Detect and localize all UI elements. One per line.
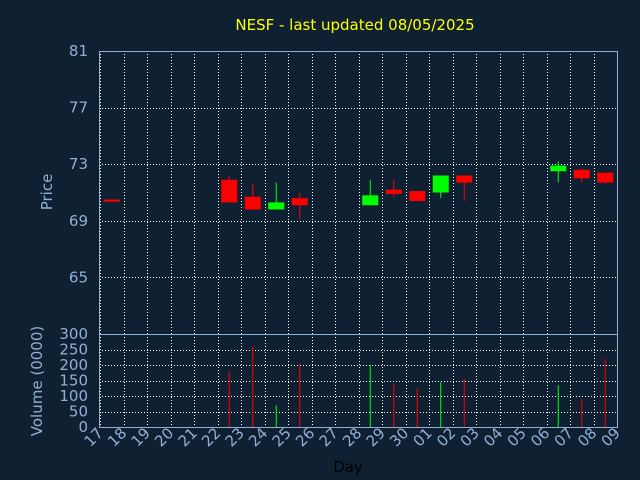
volume-tick-label: 0	[78, 418, 88, 436]
x-tick-label: 28	[339, 424, 365, 450]
x-tick-label: 08	[574, 424, 600, 450]
x-tick-label: 04	[480, 424, 506, 450]
candle-body	[409, 191, 426, 201]
x-tick-label: 25	[269, 424, 295, 450]
volume-tick-label: 50	[69, 403, 88, 421]
x-tick-label: 07	[551, 424, 577, 450]
candle-body	[573, 169, 590, 179]
volume-panel-grid	[99, 334, 618, 428]
x-tick-labels: 1718192021222324252627282930010203040506…	[81, 424, 624, 450]
candle-body	[550, 165, 567, 172]
x-tick-label: 03	[457, 424, 483, 450]
x-tick-label: 18	[104, 424, 130, 450]
price-tick-label: 81	[69, 42, 88, 60]
candle-body	[221, 179, 238, 203]
candle-body	[432, 175, 449, 193]
volume-tick-label: 300	[59, 325, 88, 343]
volume-tick-label: 100	[59, 387, 88, 405]
x-tick-label: 23	[222, 424, 248, 450]
price-axis-label: Price	[38, 174, 56, 211]
price-tick-label: 69	[69, 212, 88, 230]
price-panel-frame	[99, 51, 618, 335]
x-tick-label: 21	[175, 424, 201, 450]
volume-tick-label: 150	[59, 372, 88, 390]
x-tick-label: 27	[316, 424, 342, 450]
candle-body	[456, 175, 473, 183]
x-tick-label: 09	[598, 424, 624, 450]
x-tick-label: 06	[527, 424, 553, 450]
candle-body	[291, 198, 308, 206]
x-axis-label: Day	[333, 458, 363, 476]
x-tick-label: 26	[292, 424, 318, 450]
volume-panel-frame	[99, 334, 618, 428]
candle-body	[268, 202, 285, 210]
candle-body	[244, 196, 261, 210]
chart-title: NESF - last updated 08/05/2025	[235, 16, 474, 34]
x-tick-label: 24	[245, 424, 271, 450]
price-tick-label: 77	[69, 99, 88, 117]
price-tick-label: 73	[69, 155, 88, 173]
candle-body	[362, 195, 379, 206]
candles-group	[103, 161, 614, 220]
price-panel-grid	[99, 51, 618, 334]
candle-body	[385, 189, 402, 194]
panel-frames	[99, 51, 618, 428]
x-tick-label: 29	[363, 424, 389, 450]
volume-bars-group	[228, 346, 606, 427]
x-tick-label: 02	[433, 424, 459, 450]
volume-tick-label: 250	[59, 341, 88, 359]
x-tick-label: 01	[410, 424, 436, 450]
x-tick-label: 19	[128, 424, 154, 450]
x-tick-label: 05	[504, 424, 530, 450]
x-tick-label: 20	[151, 424, 177, 450]
candle-body	[103, 199, 120, 202]
volume-axis-label: Volume (0000)	[28, 326, 46, 436]
candle-body	[597, 172, 614, 183]
x-tick-label: 22	[198, 424, 224, 450]
volume-tick-label: 200	[59, 356, 88, 374]
x-tick-label: 30	[386, 424, 412, 450]
price-tick-label: 65	[69, 268, 88, 286]
